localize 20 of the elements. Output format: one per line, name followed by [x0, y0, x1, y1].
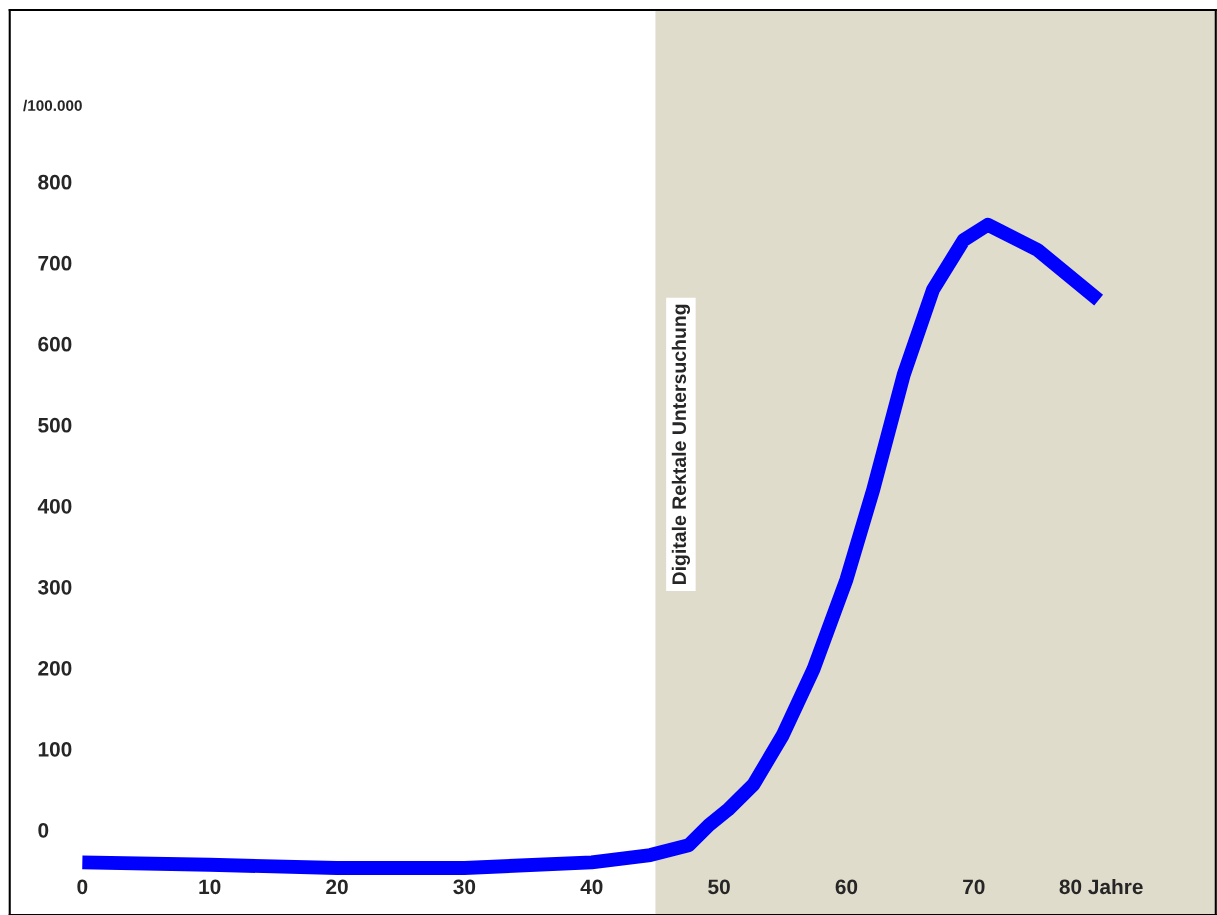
y-tick-label: 400 — [37, 498, 72, 514]
y-tick-label: 600 — [38, 336, 72, 352]
x-tick-label: 70 — [963, 879, 985, 895]
x-tick-label: 10 — [199, 879, 221, 895]
y-tick-label: 300 — [37, 579, 72, 595]
y-tick-label: 100 — [38, 741, 72, 757]
y-tick-label: 700 — [38, 255, 72, 271]
y-tick-label: 800 — [38, 174, 72, 190]
y-tick-label: 0 — [38, 822, 49, 838]
band-label: Digitale Rektale Untersuchung — [671, 304, 690, 585]
x-tick-label: 40 — [580, 879, 603, 895]
x-tick-label: 50 — [708, 879, 730, 895]
y-tick-label: 200 — [38, 660, 72, 676]
y-tick-label: 500 — [38, 417, 72, 433]
x-tick-label: 20 — [326, 879, 348, 895]
x-tick-label: 80 Jahre — [1059, 878, 1143, 895]
x-tick-label: 30 — [453, 879, 476, 895]
x-tick-label: 60 — [835, 879, 858, 895]
y-axis-title: /100.000 — [23, 99, 82, 112]
x-tick-label: 0 — [77, 879, 88, 895]
